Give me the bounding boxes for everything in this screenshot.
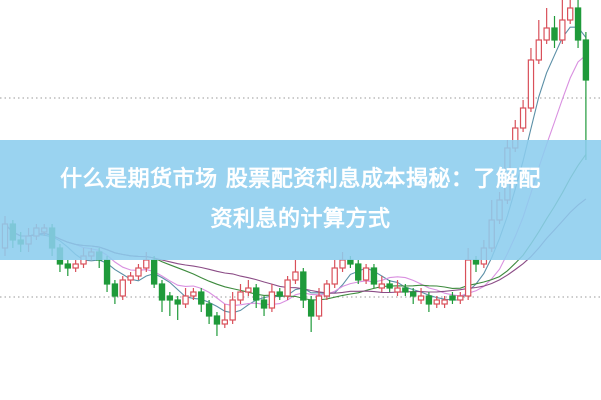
candle-body [362, 267, 370, 281]
candle-body [425, 295, 433, 305]
candle-body [221, 319, 228, 325]
candle-body [417, 295, 425, 301]
candle-body [150, 259, 158, 285]
candle-body [205, 303, 213, 317]
candle-body [143, 259, 150, 269]
candle-body [276, 291, 283, 297]
candle-body [582, 39, 590, 81]
candle-body [559, 19, 566, 41]
title-line-2: 资利息的计算方式 [210, 207, 391, 232]
candle-body [213, 315, 221, 325]
candle-body [237, 291, 244, 301]
candle-body [370, 267, 378, 285]
title-line-1: 什么是期货市场 股票配资利息成本揭秘：了解配 [60, 167, 541, 192]
candle-body [284, 279, 291, 297]
candle-body [166, 295, 174, 301]
candle-body [268, 291, 276, 309]
candle-body [347, 259, 354, 265]
candle-body [182, 295, 189, 305]
candle-body [323, 283, 331, 297]
candle-body [457, 295, 464, 301]
candle-body [64, 263, 71, 269]
candle-body [441, 299, 448, 305]
candle-body [198, 291, 205, 305]
candle-body [158, 283, 166, 301]
candle-body [111, 283, 119, 297]
candle-body [535, 39, 543, 61]
candle-body [307, 299, 315, 317]
candle-body [464, 259, 472, 297]
candle-body [331, 267, 338, 285]
candle-body [402, 287, 409, 293]
candle-body [472, 259, 480, 265]
candle-body [292, 271, 299, 281]
candle-body [394, 287, 401, 293]
candle-body [339, 259, 346, 269]
candle-body [315, 295, 323, 317]
candle-body [127, 275, 134, 281]
candle-body [190, 291, 197, 297]
candle-body [245, 287, 252, 293]
candle-body [386, 283, 393, 289]
candle-body [72, 263, 79, 269]
candle-body [543, 27, 550, 41]
candle-body [410, 291, 417, 297]
candle-body [229, 299, 236, 321]
candle-body [551, 27, 558, 41]
title-banner: 什么是期货市场 股票配资利息成本揭秘：了解配 资利息的计算方式 [0, 140, 601, 260]
candle-body [253, 287, 260, 301]
candle-body [449, 295, 456, 301]
ma5-line [4, 26, 587, 314]
candle-body [355, 263, 362, 281]
candle-body [574, 7, 582, 41]
candle-body [300, 271, 307, 301]
candle-body [566, 7, 574, 21]
candle-body [527, 59, 535, 109]
candle-body [260, 299, 268, 309]
candle-body [174, 299, 181, 305]
candle-body [135, 267, 142, 277]
candle-body [103, 259, 111, 285]
candle-body [519, 107, 527, 129]
candle-body [378, 283, 386, 289]
candle-body [433, 299, 440, 305]
candle-body [119, 279, 126, 297]
